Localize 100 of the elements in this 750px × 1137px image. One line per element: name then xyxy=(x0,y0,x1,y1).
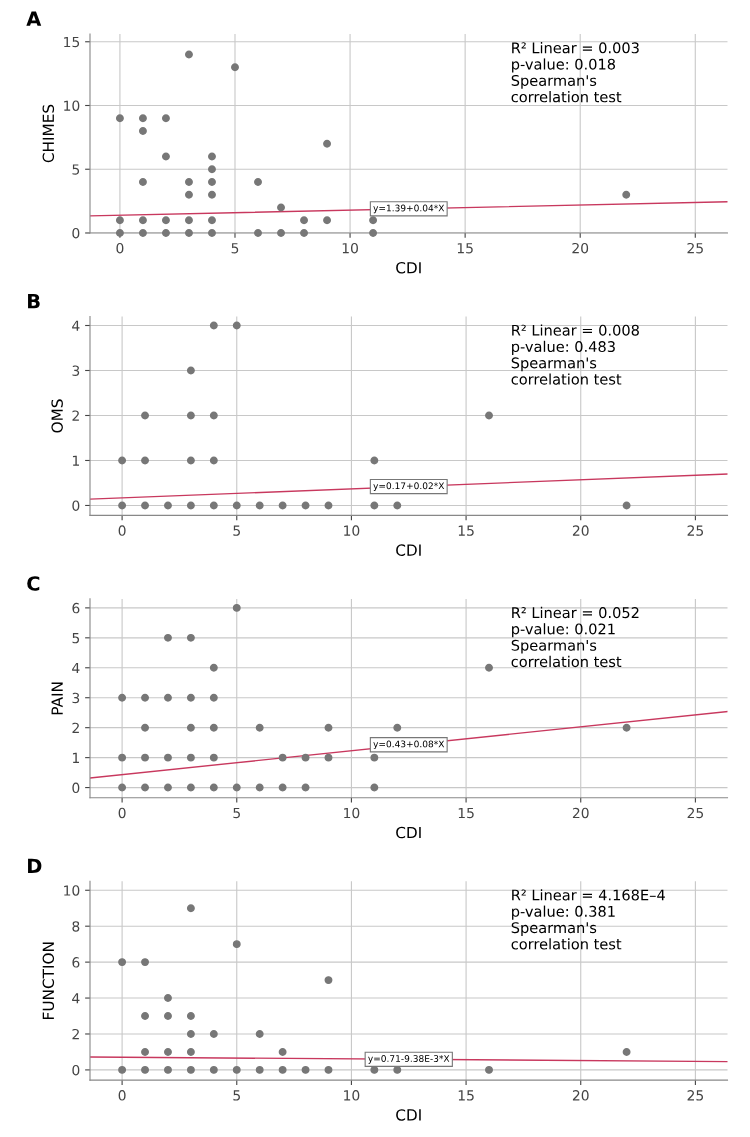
annotation: Spearman's correlation test xyxy=(511,357,622,385)
point xyxy=(232,940,241,949)
point xyxy=(186,501,195,510)
point xyxy=(323,216,332,225)
point xyxy=(255,1030,264,1038)
point xyxy=(278,1065,287,1074)
x-tick-label: 0 xyxy=(118,1090,126,1101)
point xyxy=(209,783,218,792)
point xyxy=(161,216,170,225)
point xyxy=(277,229,285,237)
point xyxy=(622,501,631,510)
y-tick-label: 15 xyxy=(64,36,80,48)
x-tick-label: 15 xyxy=(458,525,474,536)
point xyxy=(208,165,216,174)
y-tick-label: 2 xyxy=(72,1028,79,1040)
point xyxy=(209,693,218,702)
point xyxy=(161,229,170,237)
point xyxy=(324,976,333,985)
x-tick-label: 25 xyxy=(687,1090,704,1101)
annotation: y=1.39+0.04*X xyxy=(373,204,445,214)
point xyxy=(622,190,631,199)
x-axis-title: CDI xyxy=(396,826,421,839)
point xyxy=(370,753,379,762)
point xyxy=(485,1065,493,1074)
point xyxy=(186,456,195,465)
point xyxy=(208,229,216,237)
y-tick-label: 10 xyxy=(64,885,80,896)
point xyxy=(186,366,195,375)
point xyxy=(485,663,493,672)
annotation: y=0.71-9.38E-3*X xyxy=(368,1055,450,1064)
y-tick-label: 4 xyxy=(72,993,80,1004)
point xyxy=(138,114,147,123)
point xyxy=(300,229,308,237)
point xyxy=(393,723,402,732)
x-tick-label: 0 xyxy=(118,525,126,536)
point xyxy=(118,783,127,792)
point xyxy=(164,1047,172,1056)
point xyxy=(208,152,216,161)
point xyxy=(232,501,241,510)
x-tick-label: 20 xyxy=(572,525,589,536)
point xyxy=(369,216,378,225)
y-axis-title: FUNCTION xyxy=(42,942,55,1019)
point xyxy=(141,411,149,420)
x-tick-label: 5 xyxy=(233,1090,240,1101)
point xyxy=(186,411,195,420)
x-tick-label: 15 xyxy=(457,243,473,254)
point xyxy=(209,321,218,330)
point xyxy=(141,783,149,792)
point xyxy=(255,723,264,732)
y-tick-label: 5 xyxy=(72,632,80,644)
x-axis-title: CDI xyxy=(396,1109,421,1121)
point xyxy=(301,1065,310,1074)
point xyxy=(141,1047,149,1056)
point xyxy=(164,1012,172,1020)
point xyxy=(115,114,124,123)
point xyxy=(164,753,172,762)
point xyxy=(141,693,149,702)
point xyxy=(208,190,216,199)
point xyxy=(209,1065,218,1074)
x-tick-label: 10 xyxy=(342,242,358,254)
y-tick-label: 2 xyxy=(72,722,79,733)
x-tick-label: 10 xyxy=(344,807,360,819)
point xyxy=(209,411,218,420)
x-tick-label: 5 xyxy=(233,807,240,819)
point xyxy=(301,753,310,762)
point xyxy=(164,693,172,702)
x-tick-label: 20 xyxy=(572,1090,589,1101)
point xyxy=(141,1012,149,1020)
y-tick-label: 0 xyxy=(72,227,80,239)
x-tick-label: 0 xyxy=(118,807,126,819)
point xyxy=(186,753,195,762)
point xyxy=(324,501,333,510)
point xyxy=(232,783,241,792)
annotation: Spearman's correlation test xyxy=(511,639,622,668)
point xyxy=(324,1065,333,1074)
x-tick-label: 20 xyxy=(572,242,589,254)
point xyxy=(141,1065,149,1074)
point xyxy=(369,229,378,237)
point xyxy=(185,229,193,237)
point xyxy=(118,501,127,510)
point xyxy=(164,994,172,1003)
chart-title: A xyxy=(26,11,42,26)
point xyxy=(278,753,287,762)
annotation: p-value: 0.381 xyxy=(512,905,615,920)
point xyxy=(138,229,147,237)
y-tick-label: 4 xyxy=(72,320,80,331)
point xyxy=(255,783,264,792)
point xyxy=(232,321,241,330)
point xyxy=(278,1047,287,1056)
point xyxy=(141,501,149,510)
point xyxy=(254,178,262,186)
annotation: p-value: 0.021 xyxy=(512,623,615,638)
y-tick-label: 8 xyxy=(72,921,80,932)
point xyxy=(622,723,631,732)
y-axis-title: PAIN xyxy=(51,682,63,715)
point xyxy=(393,501,402,510)
point xyxy=(141,723,149,732)
point xyxy=(118,958,127,967)
point xyxy=(186,904,195,913)
point xyxy=(185,216,193,225)
